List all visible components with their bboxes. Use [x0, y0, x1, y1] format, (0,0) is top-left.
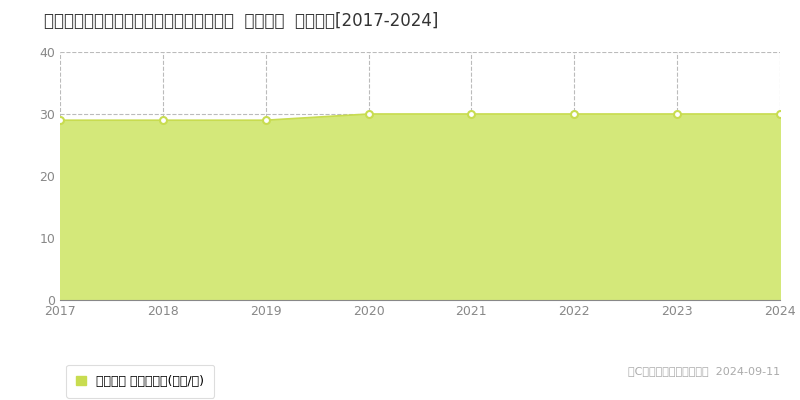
Text: 新潟県新潟市西区小针４丁目７３０番５外  地価公示  地価推移[2017-2024]: 新潟県新潟市西区小针４丁目７３０番５外 地価公示 地価推移[2017-2024]	[44, 12, 438, 30]
Text: （C）土地価格ドットコム  2024-09-11: （C）土地価格ドットコム 2024-09-11	[628, 366, 780, 376]
Legend: 地価公示 平均嵪単価(万円/嵪): 地価公示 平均嵪単価(万円/嵪)	[66, 365, 214, 398]
